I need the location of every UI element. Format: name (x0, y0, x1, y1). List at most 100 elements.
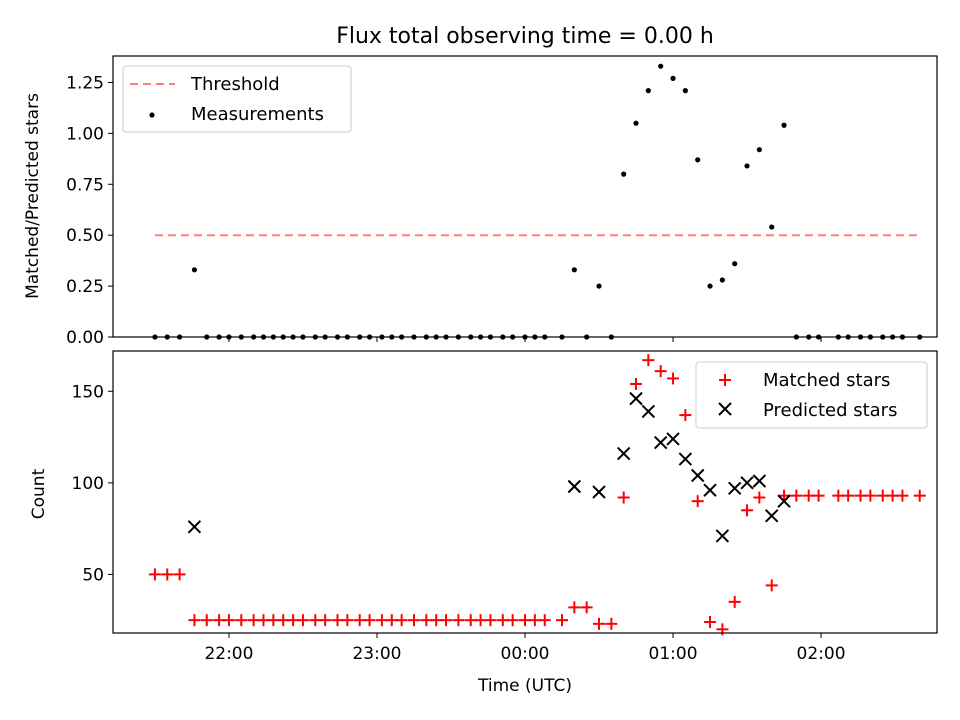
matched-star-point (188, 614, 201, 627)
top-y-tick-label: 0.75 (66, 175, 104, 195)
predicted-star-stroke (690, 468, 705, 483)
matched-star-point (790, 489, 803, 502)
top-y-tick-label: 0.00 (66, 328, 104, 348)
matched-star-point (617, 491, 630, 504)
matched-legend-label: Matched stars (763, 370, 890, 391)
matched-star-point (407, 614, 420, 627)
matched-star-point (506, 614, 519, 627)
top-panel: Flux total observing time = 0.00 h 0.000… (23, 24, 938, 348)
top-y-ticks: 0.00 0.25 0.50 0.75 1.00 1.25 (66, 73, 822, 348)
bottom-axis-ticks: 50 100 150 22:00 23:00 00:00 01:00 02:00 (72, 382, 846, 664)
matched-star-point (864, 489, 877, 502)
predicted-star-point (616, 446, 631, 461)
predicted-star-point (641, 404, 656, 419)
matched-star-point (538, 614, 551, 627)
predicted-star-stroke (567, 479, 582, 494)
predicted-star-point (629, 391, 643, 406)
top-y-tick-label: 1.25 (66, 73, 104, 93)
predicted-star-stroke (715, 529, 730, 543)
matched-star-point (556, 614, 569, 627)
predicted-star-point (752, 474, 767, 488)
predicted-star-point (666, 432, 680, 446)
bottom-y-tick-label: 100 (72, 474, 104, 494)
top-y-tick-label: 0.50 (66, 226, 104, 246)
x-tick-label: 00:00 (501, 644, 550, 664)
predicted-star-stroke (641, 404, 656, 419)
predicted-star-stroke (616, 446, 631, 461)
matched-star-point (704, 616, 717, 629)
predicted-star-stroke (777, 494, 791, 508)
predicted-star-point (727, 481, 742, 496)
x-axis-label: Time (UTC) (477, 676, 572, 696)
predicted-star-point (740, 476, 754, 490)
measurement-point (781, 122, 787, 128)
measurement-point (621, 171, 627, 177)
predicted-legend-label: Predicted stars (763, 400, 897, 421)
matched-star-point (812, 489, 825, 502)
measurement-point (571, 267, 577, 273)
measurement-point (695, 157, 701, 163)
predicted-star-stroke (764, 509, 779, 523)
matched-star-point (341, 614, 354, 627)
predicted-star-stroke (187, 520, 202, 534)
matched-star-point (654, 365, 667, 378)
top-chart-title: Flux total observing time = 0.00 h (336, 24, 714, 49)
measurement-point (744, 163, 750, 169)
matched-star-point (161, 568, 174, 581)
predicted-star-point (690, 468, 705, 483)
matched-star-point (778, 489, 791, 502)
measurement-point (682, 88, 688, 94)
predicted-legend-marker (718, 402, 732, 416)
x-tick-label: 02:00 (797, 644, 846, 664)
top-axes-frame (112, 55, 938, 338)
matched-star-point (222, 614, 235, 627)
matched-star-point (200, 614, 213, 627)
matched-star-point (896, 489, 909, 502)
matched-legend-marker (719, 374, 731, 386)
matched-star-point (667, 372, 680, 385)
predicted-star-point (567, 479, 582, 494)
bottom-axes-frame (112, 350, 938, 634)
measurement-point (732, 261, 738, 267)
bottom-y-axis-label: Count (29, 468, 49, 519)
predicted-star-point (653, 435, 668, 450)
matched-star-point (765, 579, 778, 592)
predicted-star-stroke (740, 476, 754, 490)
matched-star-point (753, 491, 766, 504)
matched-star-point (440, 614, 453, 627)
top-legend: Threshold Measurements (122, 65, 352, 133)
predicted-star-stroke (629, 391, 643, 406)
predicted-star-point (187, 520, 202, 534)
measurements-legend-marker (149, 112, 155, 118)
measurement-point (658, 63, 664, 69)
matched-star-point (679, 409, 692, 422)
predicted-star-stroke (752, 474, 767, 488)
matched-star-point (395, 614, 408, 627)
predicted-star-stroke (727, 481, 742, 496)
matched-star-point (630, 377, 643, 390)
matched-star-point (148, 568, 161, 581)
predicted-star-point (777, 494, 791, 508)
measurement-point (596, 283, 602, 289)
measurement-point (719, 277, 725, 283)
matched-star-point (580, 601, 593, 614)
bottom-legend: Matched stars Predicted stars (695, 361, 928, 429)
matched-star-point (235, 614, 248, 627)
top-y-tick-label: 1.00 (66, 124, 104, 144)
matched-star-point (568, 601, 581, 614)
top-y-tick-label: 0.25 (66, 277, 104, 297)
predicted-star-stroke (592, 485, 606, 499)
measurement-point (645, 88, 651, 94)
predicted-star-point (703, 483, 717, 497)
predicted-star-point (592, 485, 606, 499)
top-y-axis-label: Matched/Predicted stars (23, 93, 43, 299)
predicted-star-point (678, 452, 693, 466)
bottom-plot-area (148, 354, 926, 636)
measurement-point (769, 224, 775, 230)
matched-star-point (913, 489, 926, 502)
matched-star-point (319, 614, 332, 627)
matched-star-point (642, 354, 655, 367)
measurement-point (707, 283, 713, 289)
